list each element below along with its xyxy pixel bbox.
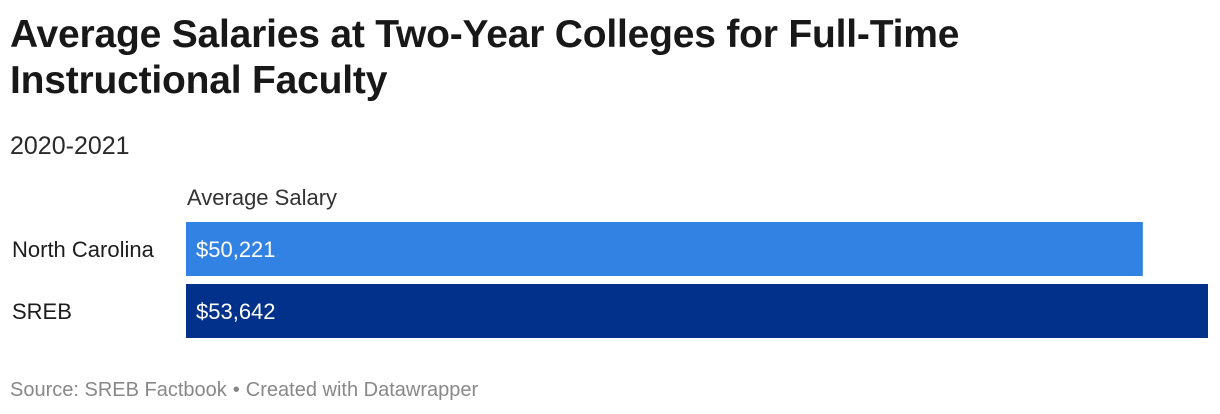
bar-value-label: $53,642	[196, 299, 276, 324]
bar	[186, 284, 1208, 338]
column-header: Average Salary	[187, 185, 338, 210]
bar	[186, 222, 1143, 276]
credit-text: Created with Datawrapper	[245, 379, 479, 401]
category-label: North Carolina	[12, 237, 155, 262]
bar-value-label: $50,221	[196, 237, 276, 262]
chart-footer: Source: SREB Factbook • Created with Dataw…	[10, 377, 478, 403]
footer-separator: •	[232, 379, 240, 401]
chart-title: Average Salaries at Two-Year Colleges fo…	[10, 13, 960, 102]
chart-subtitle: 2020-2021	[10, 132, 130, 160]
source-text: Source: SREB Factbook	[10, 379, 227, 401]
category-label: SREB	[12, 299, 72, 324]
bar-chart: North Carolina $50,221 SREB $53,642	[12, 222, 1208, 338]
